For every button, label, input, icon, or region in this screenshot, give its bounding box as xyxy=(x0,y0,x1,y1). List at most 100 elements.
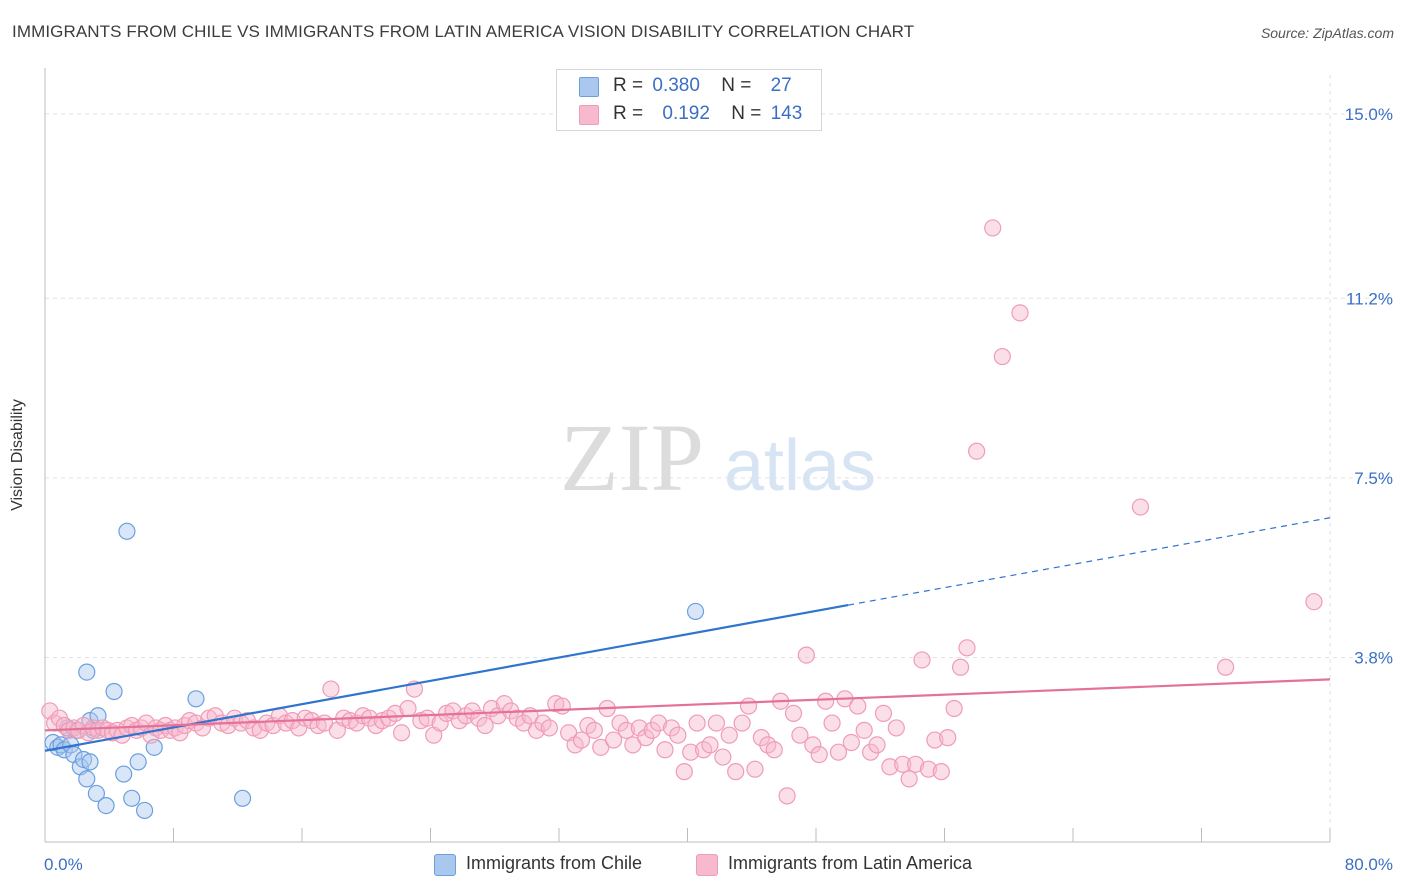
trend-line-chile-extension xyxy=(848,517,1331,606)
watermark: ZIP atlas xyxy=(560,404,876,511)
point-chile xyxy=(129,753,147,771)
y-tick-label: 15.0% xyxy=(1345,105,1393,124)
point-latin-america xyxy=(926,731,944,749)
point-latin-america xyxy=(919,760,938,778)
point-chile xyxy=(115,765,133,783)
grid-lines xyxy=(45,75,1390,842)
tick-labels: 3.8% 7.5% 11.2% 15.0% 0.0% 80.0% xyxy=(44,105,1393,874)
point-latin-america xyxy=(688,714,706,732)
n-value: 143 xyxy=(770,103,803,124)
point-latin-america xyxy=(1131,498,1150,516)
point-latin-america xyxy=(605,731,623,749)
x-tick-label: 0.0% xyxy=(44,855,83,874)
point-latin-america xyxy=(89,721,107,739)
point-latin-america xyxy=(553,697,571,715)
point-chile xyxy=(81,753,99,771)
point-latin-america xyxy=(913,651,931,669)
point-latin-america xyxy=(540,719,558,737)
n-label: N = xyxy=(721,75,752,96)
point-latin-america xyxy=(714,748,732,766)
point-latin-america xyxy=(958,639,976,657)
point-latin-america xyxy=(804,736,822,754)
point-latin-america xyxy=(746,760,764,778)
point-latin-america xyxy=(849,697,867,715)
n-label: N = xyxy=(731,103,762,124)
y-tick-label: 3.8% xyxy=(1354,649,1393,668)
point-latin-america xyxy=(1305,593,1323,611)
point-latin-america xyxy=(476,716,494,735)
point-latin-america xyxy=(701,736,719,754)
legend-label-latin-america: Immigrants from Latin America xyxy=(728,853,973,873)
point-chile xyxy=(187,690,205,708)
r-label: R = xyxy=(613,75,644,96)
point-latin-america xyxy=(874,704,893,722)
point-latin-america xyxy=(984,219,1002,237)
trend-line-chile xyxy=(44,604,849,752)
point-latin-america xyxy=(1216,658,1235,676)
point-latin-america xyxy=(791,726,809,744)
point-latin-america xyxy=(894,755,912,773)
legend-stats-chile: R = 0.380 N = 27 xyxy=(613,75,792,97)
point-latin-america xyxy=(842,733,860,752)
y-tick-label: 11.2% xyxy=(1346,289,1393,308)
point-chile xyxy=(97,796,115,815)
correlation-legend: R = 0.380 N = 27 R = 0.192 N = 143 xyxy=(556,69,822,131)
point-latin-america xyxy=(945,699,963,718)
point-chile xyxy=(686,602,705,621)
point-latin-america xyxy=(675,763,693,781)
legend-swatch-latin-america xyxy=(579,105,599,125)
legend-label-chile: Immigrants from Chile xyxy=(466,853,643,873)
source-label: Source: ZipAtlas.com xyxy=(1260,25,1394,41)
legend-swatch-chile xyxy=(579,77,599,97)
point-chile xyxy=(233,789,252,807)
point-latin-america xyxy=(720,726,738,744)
point-latin-america xyxy=(727,763,745,781)
point-latin-america xyxy=(900,770,918,788)
point-latin-america xyxy=(392,724,411,742)
axes xyxy=(44,68,1331,843)
point-latin-america xyxy=(887,719,905,737)
point-latin-america xyxy=(669,726,687,744)
point-latin-america xyxy=(829,743,848,761)
legend-swatch-latin-america xyxy=(696,854,718,876)
point-chile xyxy=(78,770,96,788)
point-chile xyxy=(123,789,141,807)
point-latin-america xyxy=(951,658,970,676)
point-latin-america xyxy=(817,692,835,710)
point-latin-america xyxy=(624,736,642,754)
point-latin-america xyxy=(617,721,636,739)
watermark-atlas: atlas xyxy=(724,426,876,506)
point-chile xyxy=(118,522,136,540)
point-latin-america xyxy=(968,442,986,460)
y-tick-label: 7.5% xyxy=(1354,469,1393,488)
point-latin-america xyxy=(322,680,340,698)
point-latin-america xyxy=(592,738,610,756)
point-latin-america xyxy=(868,736,886,754)
point-chile xyxy=(135,801,154,820)
point-latin-america xyxy=(630,719,648,737)
point-latin-america xyxy=(572,731,591,749)
chart-title: IMMIGRANTS FROM CHILE VS IMMIGRANTS FROM… xyxy=(12,22,915,41)
point-latin-america xyxy=(656,741,674,759)
r-label: R = xyxy=(613,103,644,124)
point-latin-america xyxy=(823,714,841,732)
point-latin-america xyxy=(993,347,1011,366)
point-latin-america xyxy=(399,699,417,718)
point-chile xyxy=(105,682,123,701)
point-latin-america xyxy=(778,787,796,805)
watermark-zip: ZIP xyxy=(560,404,704,511)
point-latin-america xyxy=(810,746,828,764)
point-chile xyxy=(78,663,96,681)
point-latin-america xyxy=(932,763,950,781)
point-latin-america xyxy=(797,646,815,664)
point-latin-america xyxy=(939,729,957,747)
r-value: 0.192 xyxy=(662,103,710,124)
legend-swatch-chile xyxy=(434,854,456,876)
point-latin-america xyxy=(739,697,758,715)
point-latin-america xyxy=(1011,304,1029,322)
point-latin-america xyxy=(784,704,803,722)
point-latin-america xyxy=(881,758,899,776)
trend-lines xyxy=(44,517,1331,752)
n-value: 27 xyxy=(770,75,792,96)
